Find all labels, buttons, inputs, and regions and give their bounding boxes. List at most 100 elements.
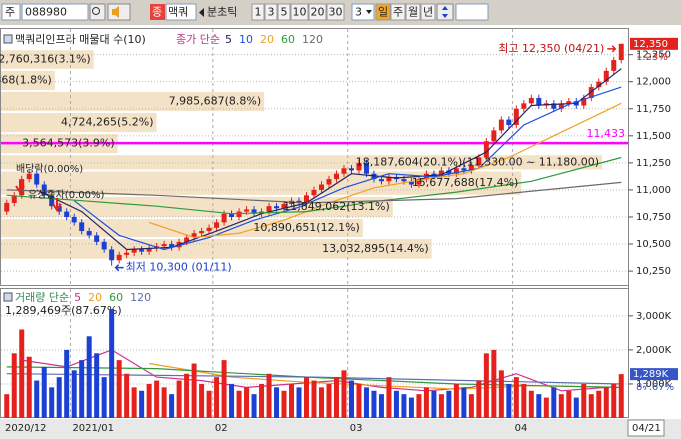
volume-bar bbox=[214, 377, 220, 418]
candle-body bbox=[34, 173, 40, 185]
volume-bar bbox=[378, 394, 384, 418]
x-tick-label: 04/21 bbox=[632, 423, 661, 434]
candle-body bbox=[191, 233, 197, 238]
candle-body bbox=[296, 200, 302, 203]
count[interactable]: 3 bbox=[355, 6, 362, 19]
volume-bar bbox=[274, 387, 280, 418]
period-label[interactable]: 10 bbox=[293, 6, 307, 19]
period-button[interactable] bbox=[277, 3, 291, 21]
candle-body bbox=[446, 170, 452, 174]
volume-bar bbox=[333, 377, 339, 418]
candle-body bbox=[304, 195, 310, 203]
period-button[interactable] bbox=[308, 3, 327, 21]
event-marker bbox=[52, 198, 62, 212]
name-box[interactable] bbox=[165, 3, 197, 21]
legend-item[interactable]: 5 bbox=[74, 291, 81, 304]
volume-bar bbox=[229, 383, 235, 418]
count-dropdown[interactable] bbox=[366, 10, 372, 14]
unit-button[interactable] bbox=[375, 3, 391, 21]
unit-button[interactable] bbox=[420, 3, 436, 21]
legend-item[interactable]: 60 bbox=[281, 33, 295, 46]
period-type[interactable]: 분초틱 bbox=[207, 6, 237, 19]
ma-line bbox=[6, 373, 622, 385]
unit-label[interactable]: 년 bbox=[423, 6, 433, 19]
unit-button[interactable] bbox=[405, 3, 421, 21]
candle-body bbox=[513, 108, 519, 125]
candle-body bbox=[41, 184, 47, 196]
volume-bar bbox=[34, 380, 40, 418]
volume-bar bbox=[289, 383, 295, 418]
volume-bar bbox=[581, 383, 587, 418]
legend-item[interactable]: 20 bbox=[260, 33, 274, 46]
code[interactable]: 088980 bbox=[25, 6, 67, 19]
volume-bar bbox=[506, 383, 512, 418]
y-tick-label: 3,000K bbox=[636, 311, 672, 322]
legend-item[interactable]: 10 bbox=[239, 33, 253, 46]
code-input[interactable] bbox=[21, 3, 89, 21]
high-label: 최고 12,350 (04/21) bbox=[498, 42, 604, 55]
unit-label[interactable]: 일 bbox=[378, 5, 388, 19]
candle-body bbox=[169, 244, 175, 248]
y-tick-label: 11,750 bbox=[636, 104, 671, 115]
period-label[interactable]: 5 bbox=[281, 6, 288, 19]
blank-input[interactable] bbox=[455, 3, 489, 21]
volume-bar bbox=[116, 360, 122, 418]
period-label[interactable]: 3 bbox=[268, 6, 275, 19]
last-label: 1,289K bbox=[633, 369, 669, 380]
volume-bar bbox=[483, 353, 489, 418]
volume-profile-label: 7,985,687(8.8%) bbox=[169, 94, 262, 107]
candle-body bbox=[618, 43, 624, 61]
candle-body bbox=[266, 206, 272, 212]
legend-item[interactable]: 120 bbox=[130, 291, 151, 304]
volume-profile-label: 4,724,265(5.2%) bbox=[61, 116, 154, 129]
event-label: 유상증자(0.00%) bbox=[28, 189, 104, 201]
candle-body bbox=[139, 249, 145, 252]
volume-bar bbox=[326, 383, 332, 418]
period-button[interactable] bbox=[290, 3, 309, 21]
period-label[interactable]: 30 bbox=[329, 6, 343, 19]
market[interactable]: 주 bbox=[5, 6, 15, 19]
period-label[interactable]: 1 bbox=[255, 6, 262, 19]
volume-bar bbox=[146, 383, 152, 418]
prev-button[interactable] bbox=[199, 8, 204, 17]
market-select[interactable] bbox=[1, 3, 21, 21]
volume-bar bbox=[566, 390, 572, 418]
volume-bar bbox=[26, 356, 32, 418]
candle-body bbox=[124, 252, 130, 255]
name-tag bbox=[150, 4, 165, 20]
volume-bar bbox=[611, 383, 617, 418]
x-tick-label: 02 bbox=[215, 423, 228, 434]
volume-bar bbox=[498, 370, 504, 418]
candle-body bbox=[596, 81, 602, 88]
unit-label[interactable]: 주 bbox=[393, 6, 403, 19]
y-tick-label: 11,500 bbox=[636, 131, 671, 142]
period-button[interactable] bbox=[264, 3, 278, 21]
volume-profile-bar bbox=[1, 91, 265, 112]
volume-bar bbox=[86, 336, 92, 418]
volume-bar bbox=[468, 394, 474, 418]
unit-label[interactable]: 월 bbox=[408, 6, 418, 19]
scroll-button[interactable] bbox=[436, 3, 454, 21]
stock-name[interactable]: 맥쿼 bbox=[168, 6, 188, 19]
candle-body bbox=[438, 170, 444, 176]
candle-body bbox=[506, 119, 512, 125]
period-label[interactable]: 20 bbox=[311, 6, 325, 19]
last-box bbox=[630, 37, 678, 50]
panel-icon bbox=[3, 292, 13, 302]
volume-bar bbox=[281, 390, 287, 418]
period-button[interactable] bbox=[251, 3, 265, 21]
volume-profile-label: 11,849,062(13.1%) bbox=[283, 200, 390, 213]
date-box bbox=[627, 419, 665, 437]
volume-bar bbox=[154, 380, 160, 418]
legend-item[interactable]: 120 bbox=[302, 33, 323, 46]
volume-bar bbox=[124, 373, 130, 418]
legend-item[interactable]: 20 bbox=[88, 291, 102, 304]
legend-item[interactable]: 60 bbox=[109, 291, 123, 304]
period-button[interactable] bbox=[326, 3, 345, 21]
volume-bar bbox=[356, 383, 362, 418]
legend-item[interactable]: 5 bbox=[225, 33, 232, 46]
unit-button[interactable] bbox=[390, 3, 406, 21]
count-box[interactable] bbox=[351, 3, 375, 21]
volume-bar bbox=[423, 387, 429, 418]
